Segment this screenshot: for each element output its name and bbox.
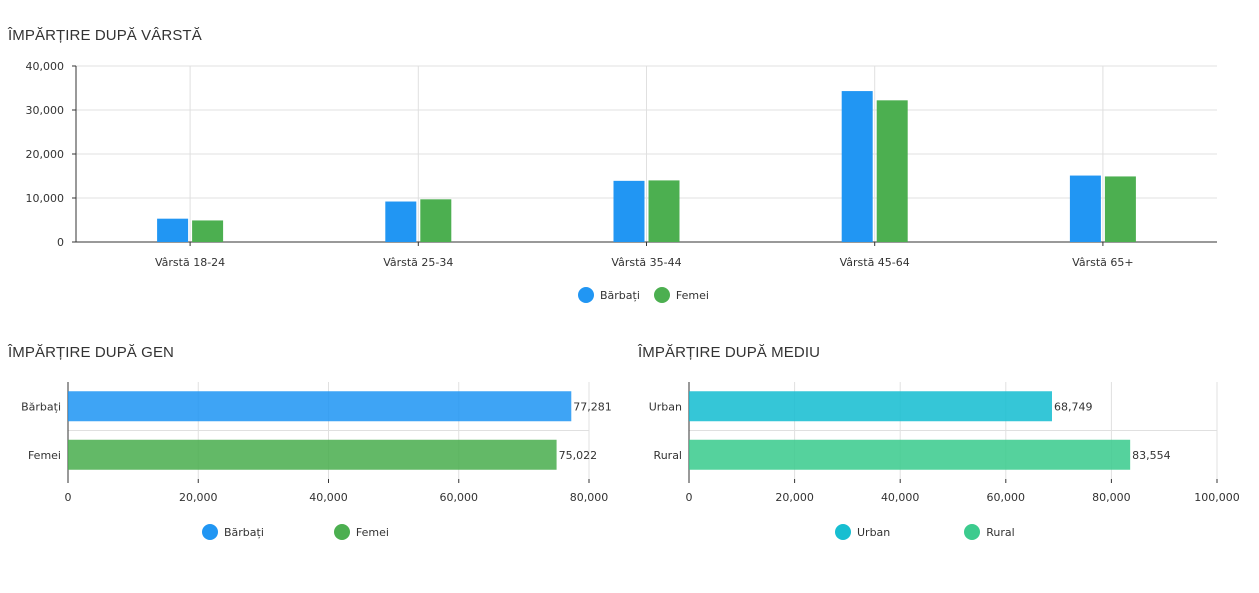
- y-tick-label: Femei: [28, 449, 61, 462]
- legend-dot-gender-barbati: [202, 524, 218, 540]
- x-tick-label: Vârstă 25-34: [383, 256, 453, 269]
- bar: [876, 100, 908, 242]
- y-tick-label: 0: [57, 236, 64, 249]
- bar: [420, 199, 452, 242]
- data-label: 68,749: [1054, 400, 1093, 413]
- x-tick-label: Vârstă 45-64: [840, 256, 910, 269]
- bar: [1069, 175, 1101, 242]
- legend-dot-gender-femei: [333, 524, 350, 540]
- gender-chart-title: ÎMPĂRȚIRE DUPĂ GEN: [8, 344, 174, 361]
- age-chart-legend: Bărbați Femei: [578, 287, 709, 303]
- legend-dot-rural: [964, 524, 981, 540]
- x-tick-label: 0: [686, 491, 693, 504]
- data-label: 77,281: [573, 400, 612, 413]
- legend-item-barbati[interactable]: Bărbați: [578, 287, 640, 303]
- x-tick-label: 80,000: [1092, 491, 1131, 504]
- bar: [1104, 176, 1136, 242]
- legend-label-rural: Rural: [986, 525, 1015, 539]
- x-tick-label: 60,000: [987, 491, 1026, 504]
- env-chart-legend: Urban Rural: [835, 524, 1015, 540]
- bar: [68, 439, 557, 470]
- x-tick-label: 80,000: [570, 491, 609, 504]
- legend-label-gender-femei: Femei: [355, 525, 389, 539]
- bar: [68, 391, 572, 422]
- x-tick-label: Vârstă 35-44: [611, 256, 681, 269]
- y-tick-label: 40,000: [26, 60, 65, 73]
- x-tick-label: 60,000: [440, 491, 479, 504]
- y-tick-label: 20,000: [26, 148, 65, 161]
- legend-label-femei: Femei: [675, 288, 709, 302]
- legend-label-barbati: Bărbați: [600, 288, 640, 302]
- legend-item-gender-femei[interactable]: Femei: [333, 524, 389, 540]
- x-tick-label: 100,000: [1194, 491, 1240, 504]
- legend-item-rural[interactable]: Rural: [964, 524, 1015, 540]
- bar: [689, 439, 1131, 470]
- y-tick-label: Rural: [654, 449, 682, 462]
- x-tick-label: 40,000: [309, 491, 348, 504]
- legend-item-femei[interactable]: Femei: [653, 287, 709, 303]
- bar: [385, 201, 417, 242]
- legend-item-gender-barbati[interactable]: Bărbați: [202, 524, 264, 540]
- bar: [157, 218, 189, 242]
- legend-label-urban: Urban: [857, 525, 891, 539]
- x-tick-label: 40,000: [881, 491, 920, 504]
- legend-dot-femei: [653, 287, 670, 303]
- x-tick-label: 20,000: [179, 491, 218, 504]
- y-tick-label: Urban: [649, 400, 682, 413]
- bar: [192, 220, 224, 242]
- x-tick-label: 0: [65, 491, 72, 504]
- legend-dot-urban: [835, 524, 851, 540]
- data-label: 83,554: [1132, 449, 1171, 462]
- bar: [613, 180, 645, 242]
- data-label: 75,022: [559, 449, 598, 462]
- x-tick-label: Vârstă 18-24: [155, 256, 225, 269]
- y-tick-label: Bărbați: [21, 400, 61, 413]
- legend-label-gender-barbati: Bărbați: [224, 525, 264, 539]
- bar: [689, 391, 1052, 422]
- gender-chart-legend: Bărbați Femei: [202, 524, 389, 540]
- bar: [648, 180, 680, 242]
- y-tick-label: 30,000: [26, 104, 65, 117]
- age-chart-title: ÎMPĂRȚIRE DUPĂ VÂRSTĂ: [8, 27, 202, 44]
- y-tick-label: 10,000: [26, 192, 65, 205]
- legend-dot-barbati: [578, 287, 594, 303]
- x-tick-label: 20,000: [775, 491, 814, 504]
- legend-item-urban[interactable]: Urban: [835, 524, 890, 540]
- bar: [841, 91, 873, 242]
- env-chart-title: ÎMPĂRȚIRE DUPĂ MEDIU: [638, 344, 821, 361]
- x-tick-label: Vârstă 65+: [1072, 256, 1133, 269]
